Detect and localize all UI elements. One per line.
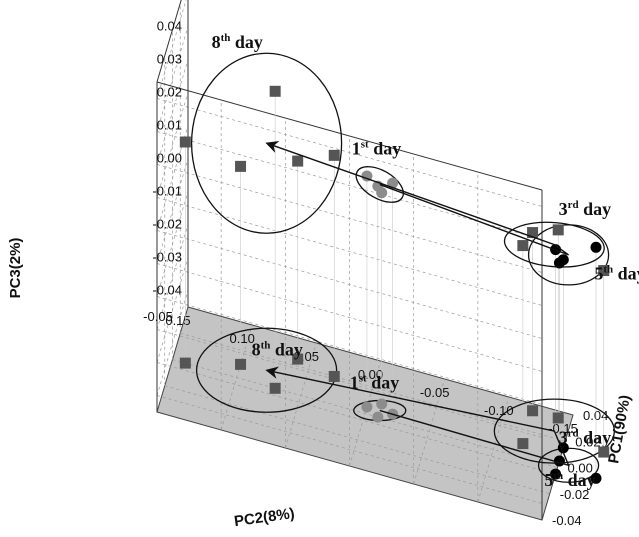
pc3-tick-label: -0.04 (152, 283, 182, 298)
pc2-tick-label: -0.10 (484, 403, 514, 418)
data-point-day3 (557, 254, 569, 266)
data-point-day8-floor (179, 357, 191, 369)
cluster-ellipse-day5-floor (493, 398, 616, 464)
data-point-day8 (269, 85, 281, 97)
group-label-day5-floor: 5th day (544, 470, 595, 490)
data-point-day3-floor (550, 468, 562, 480)
data-point-day1-floor (376, 398, 388, 410)
cluster-ellipse-day8 (190, 52, 343, 234)
data-point-day8-floor (235, 358, 247, 370)
grid-line (180, 332, 566, 442)
data-point-day5-floor (517, 438, 529, 450)
pc3-axis-title: PC3(2%) (7, 238, 24, 299)
data-point-day5-floor (552, 412, 564, 424)
data-point-day8 (328, 149, 340, 161)
grid-line (156, 158, 189, 264)
pc1-tick-label: 0.04 (583, 408, 608, 423)
data-point-day5 (598, 265, 610, 277)
grid-line (156, 92, 189, 198)
pc3-tick-label: 0.04 (157, 19, 182, 34)
grid-line (172, 359, 558, 468)
grid-line (156, 263, 543, 372)
pc2-tick-label: 0.15 (165, 313, 190, 328)
data-point-day1 (376, 187, 388, 199)
data-point-day1-floor (361, 401, 373, 413)
group-label-day3-floor: 3rd day (559, 427, 612, 447)
data-point-day5-floor (527, 405, 539, 417)
pc1-tick-label: 0.02 (575, 434, 600, 449)
group-label-day8-floor: 8th day (252, 339, 303, 359)
pc1-tick-label: -0.02 (560, 487, 590, 502)
grid-line (156, 224, 189, 330)
pc2-axis-title: PC2(8%) (233, 505, 296, 530)
grid-line (156, 329, 543, 438)
group-label-day5: 5th day (594, 264, 639, 284)
trajectory-arrow (265, 141, 570, 256)
frame-edge (156, 81, 543, 191)
data-point-day8 (235, 160, 247, 172)
pc3-tick-label: 0.03 (157, 52, 182, 67)
grid-line (156, 290, 189, 396)
pc3-tick-label: 0.02 (157, 85, 182, 100)
grid-line (164, 385, 550, 495)
grid-line (156, 395, 543, 504)
data-point-day8-floor (292, 353, 304, 365)
cluster-ellipse-day1 (355, 166, 405, 203)
pc2-tick-label: 0.00 (358, 367, 383, 382)
pc2-extra-tick-label: -0.05 (143, 309, 173, 324)
data-point-day5 (517, 240, 529, 252)
data-point-day8 (179, 136, 191, 148)
group-label-day1-floor: 1st day (350, 373, 399, 393)
trajectory-arrow-floor (265, 366, 570, 467)
data-point-day1-floor (372, 411, 384, 423)
data-point-day5 (527, 227, 539, 239)
data-point-day5-floor (598, 446, 610, 458)
group-label-day1: 1st day (352, 138, 401, 158)
data-point-day1 (361, 170, 373, 182)
pc2-tick-label: 0.10 (230, 331, 255, 346)
pc1-tick-label: -0.04 (552, 513, 582, 528)
pc2-tick-label: -0.05 (420, 385, 450, 400)
pc3-tick-label: -0.02 (152, 217, 182, 232)
pc3-tick-label: 0.00 (157, 151, 182, 166)
group-label-day3: 3rd day (559, 199, 612, 219)
data-point-day3-floor (590, 472, 602, 484)
cluster-ellipse-day5 (503, 221, 605, 268)
pc3-tick-label: -0.03 (152, 250, 182, 265)
pc3-tick-label: -0.01 (152, 184, 182, 199)
data-point-day8-floor (328, 370, 340, 382)
pc3-tick-label: 0.05 (157, 0, 182, 1)
data-point-day5 (552, 224, 564, 236)
drop-lines (185, 91, 605, 479)
data-point-day8 (292, 155, 304, 167)
grid-lines (156, 0, 566, 504)
cluster-ellipse-day8-floor (195, 327, 338, 413)
data-point-day8-floor (269, 382, 281, 394)
grid-line (156, 26, 189, 132)
grid-line (156, 131, 543, 240)
frame-edge (156, 0, 182, 83)
group-label-day8: 8th day (212, 32, 263, 52)
pc1-tick-label: 0.00 (568, 461, 593, 476)
tick-labels: 0.05 0.04 0.03 0.02 0.01 0.00 -0.01 -0.02 -0.03 -… (143, 0, 608, 528)
data-point-day3 (590, 241, 602, 253)
pc3-tick-label: 0.01 (157, 118, 182, 133)
